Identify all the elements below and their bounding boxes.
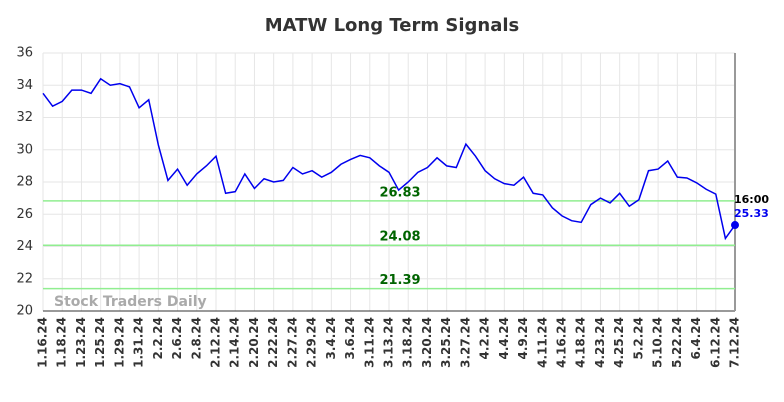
x-tick-label: 1.18.24 [55, 317, 69, 368]
x-tick-label: 3.20.24 [420, 317, 434, 368]
signal-label: 26.83 [379, 185, 420, 200]
x-tick-label: 4.4.24 [497, 317, 511, 360]
x-tick-label: 1.16.24 [36, 317, 50, 368]
x-tick-label: 3.18.24 [401, 317, 415, 368]
x-tick-label: 3.27.24 [458, 317, 472, 368]
x-tick-label: 5.22.24 [670, 317, 684, 368]
x-tick-label: 1.29.24 [112, 317, 126, 368]
y-tick-label: 20 [16, 304, 33, 319]
x-tick-label: 2.14.24 [228, 317, 242, 368]
y-tick-label: 28 [16, 175, 33, 190]
x-tick-label: 4.11.24 [535, 317, 549, 368]
y-tick-label: 32 [16, 110, 33, 125]
x-tick-label: 3.4.24 [324, 317, 338, 360]
x-tick-label: 4.18.24 [574, 317, 588, 368]
x-tick-label: 4.2.24 [478, 317, 492, 360]
x-tick-label: 2.6.24 [170, 317, 184, 360]
y-tick-label: 34 [16, 78, 33, 93]
x-tick-label: 2.8.24 [189, 317, 203, 360]
x-tick-label: 2.20.24 [247, 317, 261, 368]
signal-label: 21.39 [379, 273, 420, 288]
x-tick-label: 3.13.24 [382, 317, 396, 368]
watermark: Stock Traders Daily [54, 294, 207, 310]
x-tick-label: 1.25.24 [93, 317, 107, 368]
y-tick-label: 36 [16, 46, 33, 61]
signal-label: 24.08 [379, 230, 420, 245]
last-point [731, 221, 739, 230]
x-tick-label: 4.9.24 [516, 317, 530, 360]
x-tick-label: 4.23.24 [593, 317, 607, 368]
x-tick-label: 2.29.24 [305, 317, 319, 368]
chart-title: MATW Long Term Signals [265, 15, 520, 36]
x-tick-label: 5.10.24 [651, 317, 665, 368]
x-tick-label: 2.22.24 [266, 317, 280, 368]
last-time: 16:00 [734, 193, 769, 206]
y-tick-label: 26 [16, 207, 33, 222]
x-tick-label: 1.23.24 [74, 317, 88, 368]
x-tick-label: 3.11.24 [362, 317, 376, 368]
x-tick-label: 7.12.24 [728, 317, 742, 368]
x-tick-label: 6.12.24 [708, 317, 722, 368]
x-tick-label: 4.25.24 [612, 317, 626, 368]
x-tick-label: 2.12.24 [209, 317, 223, 368]
x-tick-label: 6.4.24 [689, 317, 703, 360]
x-tick-label: 1.31.24 [132, 317, 146, 368]
x-tick-label: 2.2.24 [151, 317, 165, 360]
x-tick-label: 3.25.24 [439, 317, 453, 368]
y-tick-label: 22 [16, 271, 33, 286]
x-tick-label: 4.16.24 [555, 317, 569, 368]
price-line [42, 77, 736, 241]
x-tick-label: 5.2.24 [631, 317, 645, 360]
x-tick-label: 2.27.24 [285, 317, 299, 368]
x-tick-label: 3.6.24 [343, 317, 357, 360]
last-value: 25.33 [734, 207, 769, 220]
y-tick-label: 24 [16, 239, 33, 254]
y-tick-label: 30 [16, 142, 33, 157]
